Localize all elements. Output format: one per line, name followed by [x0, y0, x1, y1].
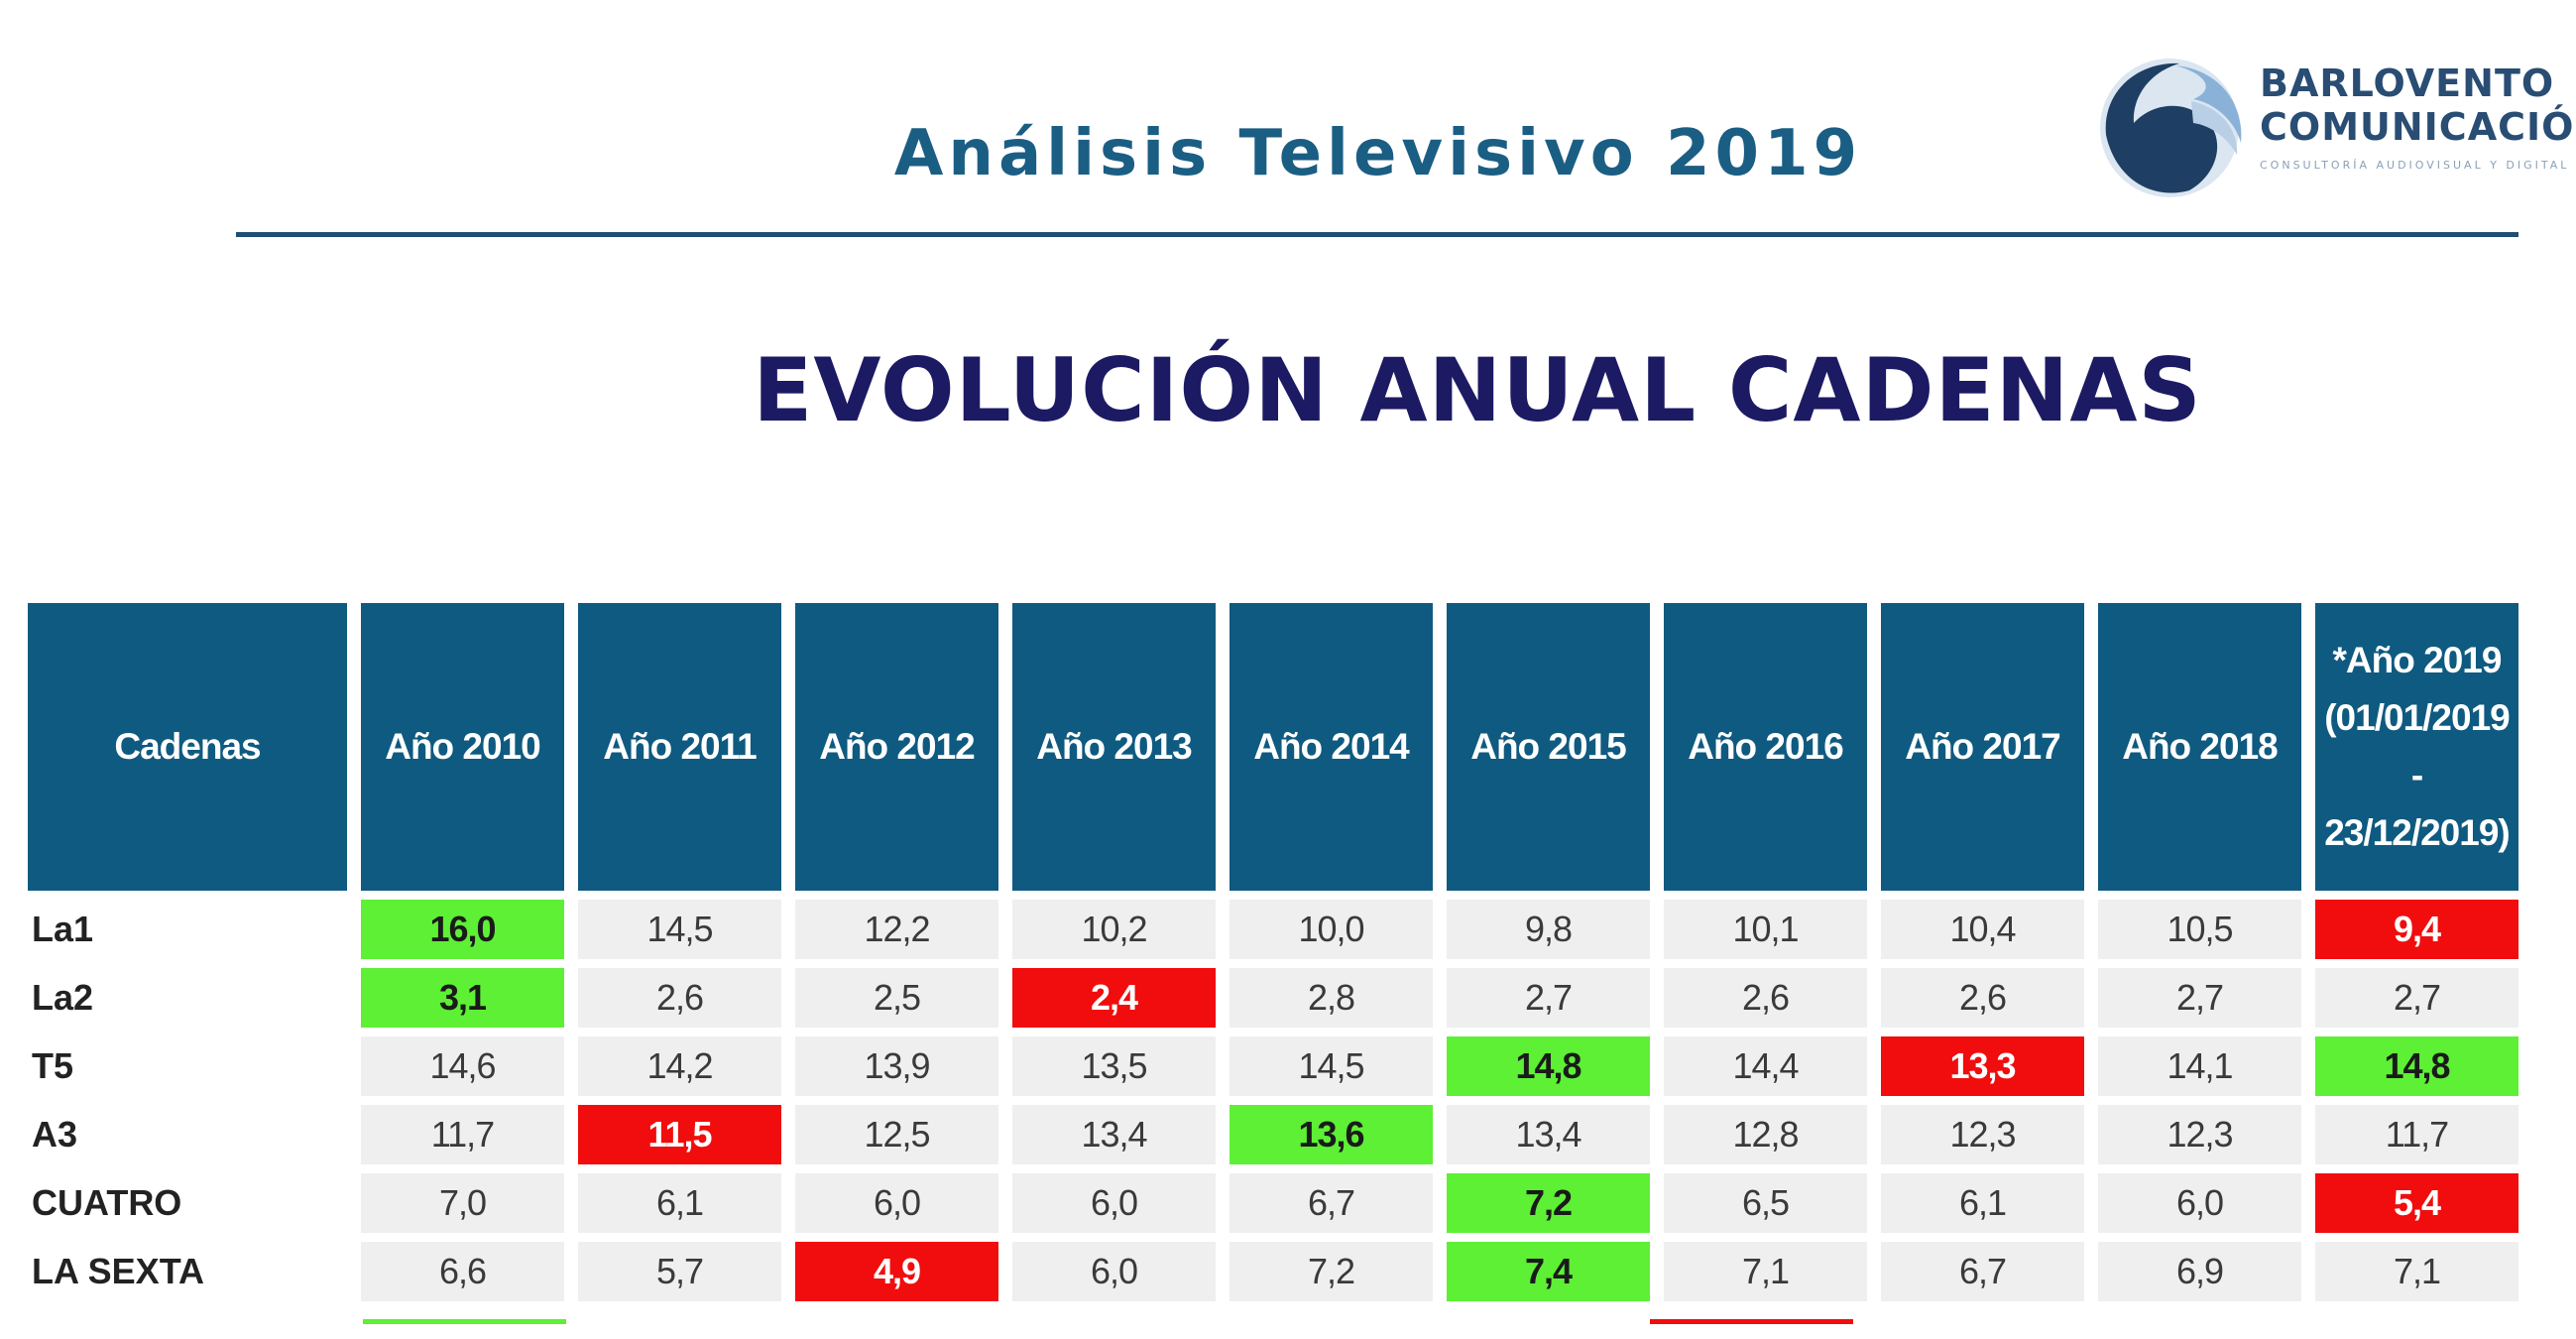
share-cell: 12,2 — [795, 900, 998, 959]
share-cell: 14,1 — [2098, 1036, 2301, 1096]
channel-name: CUATRO — [28, 1173, 347, 1233]
table-row: A3 11,7 11,5 12,5 13,4 13,6 13,4 12,8 12,3 12,3 11… — [28, 1105, 2518, 1164]
share-cell: 10,4 — [1881, 900, 2084, 959]
share-cell: 6,6 — [361, 1242, 564, 1301]
share-cell-max: 16,0 — [361, 900, 564, 959]
logo-tagline: CONSULTORÍA AUDIOVISUAL Y DIGITAL — [2260, 159, 2570, 172]
share-cell: 10,1 — [1664, 900, 1867, 959]
share-cell-min: 9,4 — [2315, 900, 2518, 959]
share-cell: 14,4 — [1664, 1036, 1867, 1096]
cutoff-red-mark — [1650, 1319, 1853, 1324]
channel-name: LA SEXTA — [28, 1242, 347, 1301]
share-cell: 6,7 — [1229, 1173, 1433, 1233]
share-cell: 6,7 — [1881, 1242, 2084, 1301]
share-cell: 7,0 — [361, 1173, 564, 1233]
share-cell: 2,8 — [1229, 968, 1433, 1028]
share-cell: 2,7 — [1447, 968, 1650, 1028]
table-row: La1 16,0 14,5 12,2 10,2 10,0 9,8 10,1 10,4 10,5 9,… — [28, 900, 2518, 959]
share-cell-max: 7,4 — [1447, 1242, 1650, 1301]
share-cell: 2,7 — [2315, 968, 2518, 1028]
table-header-row: Cadenas Año 2010 Año 2011 Año 2012 Año 2013 A… — [28, 603, 2518, 891]
channel-name: A3 — [28, 1105, 347, 1164]
share-cell: 6,0 — [795, 1173, 998, 1233]
column-header-cadenas: Cadenas — [28, 603, 347, 891]
share-cell: 12,5 — [795, 1105, 998, 1164]
share-cell: 2,7 — [2098, 968, 2301, 1028]
share-cell: 6,5 — [1664, 1173, 1867, 1233]
report-title: Análisis Televisivo 2019 — [893, 117, 1863, 190]
share-cell-max: 14,8 — [1447, 1036, 1650, 1096]
share-cell-min: 4,9 — [795, 1242, 998, 1301]
share-cell: 11,7 — [2315, 1105, 2518, 1164]
share-cell: 13,5 — [1012, 1036, 1216, 1096]
share-cell-min: 13,3 — [1881, 1036, 2084, 1096]
share-cell: 14,5 — [578, 900, 781, 959]
share-cell: 14,5 — [1229, 1036, 1433, 1096]
share-cell: 13,4 — [1012, 1105, 1216, 1164]
share-cell: 12,3 — [1881, 1105, 2084, 1164]
share-cell: 7,1 — [1664, 1242, 1867, 1301]
section-title: EVOLUCIÓN ANUAL CADENAS — [753, 339, 2202, 441]
share-cell: 10,5 — [2098, 900, 2301, 959]
column-header-year: Año 2013 — [1012, 603, 1216, 891]
logo-name-line2: COMUNICACIÓN — [2260, 105, 2576, 149]
company-logo: BARLOVENTO COMUNICACIÓN CONSULTORÍA AUDI… — [2094, 52, 2576, 210]
share-cell: 11,7 — [361, 1105, 564, 1164]
table-row: La2 3,1 2,6 2,5 2,4 2,8 2,7 2,6 2,6 2,7 2,7 — [28, 968, 2518, 1028]
column-header-year: Año 2017 — [1881, 603, 2084, 891]
share-cell: 6,1 — [1881, 1173, 2084, 1233]
cutoff-green-mark — [363, 1319, 566, 1324]
channel-name: T5 — [28, 1036, 347, 1096]
share-cell: 2,6 — [1881, 968, 2084, 1028]
barlovento-logo-icon — [2100, 59, 2242, 197]
share-cell: 6,9 — [2098, 1242, 2301, 1301]
share-cell: 14,2 — [578, 1036, 781, 1096]
share-cell-max: 13,6 — [1229, 1105, 1433, 1164]
share-cell: 10,0 — [1229, 900, 1433, 959]
column-header-year: Año 2014 — [1229, 603, 1433, 891]
share-cell: 14,6 — [361, 1036, 564, 1096]
column-header-year: Año 2011 — [578, 603, 781, 891]
column-header-year: Año 2016 — [1664, 603, 1867, 891]
share-cell: 6,0 — [1012, 1173, 1216, 1233]
column-header-year: Año 2010 — [361, 603, 564, 891]
share-cell: 6,1 — [578, 1173, 781, 1233]
share-cell-max: 14,8 — [2315, 1036, 2518, 1096]
table-body: La1 16,0 14,5 12,2 10,2 10,0 9,8 10,1 10,4 10,5 9,… — [28, 900, 2518, 1301]
table-row: CUATRO 7,0 6,1 6,0 6,0 6,7 7,2 6,5 6,1 6,0 5,4 — [28, 1173, 2518, 1233]
share-cell: 10,2 — [1012, 900, 1216, 959]
share-cell: 5,7 — [578, 1242, 781, 1301]
share-cell: 7,2 — [1229, 1242, 1433, 1301]
channel-name: La2 — [28, 968, 347, 1028]
share-cell: 6,0 — [2098, 1173, 2301, 1233]
share-cell-max: 7,2 — [1447, 1173, 1650, 1233]
logo-name-line1: BARLOVENTO — [2260, 61, 2555, 105]
share-cell-min: 2,4 — [1012, 968, 1216, 1028]
share-cell-min: 11,5 — [578, 1105, 781, 1164]
share-cell: 13,4 — [1447, 1105, 1650, 1164]
column-header-year: *Año 2019 (01/01/2019 - 23/12/2019) — [2315, 603, 2518, 891]
header-divider — [236, 232, 2518, 237]
share-cell-min: 5,4 — [2315, 1173, 2518, 1233]
share-cell: 12,3 — [2098, 1105, 2301, 1164]
share-cell: 9,8 — [1447, 900, 1650, 959]
table-row: T5 14,6 14,2 13,9 13,5 14,5 14,8 14,4 13,3 14,1 14… — [28, 1036, 2518, 1096]
channel-name: La1 — [28, 900, 347, 959]
column-header-year: Año 2012 — [795, 603, 998, 891]
share-cell: 2,6 — [1664, 968, 1867, 1028]
column-header-year: Año 2018 — [2098, 603, 2301, 891]
share-cell: 2,5 — [795, 968, 998, 1028]
table-row: LA SEXTA 6,6 5,7 4,9 6,0 7,2 7,4 7,1 6,7 6,9 7,1 — [28, 1242, 2518, 1301]
share-cell: 7,1 — [2315, 1242, 2518, 1301]
share-cell: 13,9 — [795, 1036, 998, 1096]
share-cell-max: 3,1 — [361, 968, 564, 1028]
channel-share-table: Cadenas Año 2010 Año 2011 Año 2012 Año 2013 A… — [14, 594, 2532, 1310]
share-cell: 12,8 — [1664, 1105, 1867, 1164]
share-cell: 2,6 — [578, 968, 781, 1028]
share-cell: 6,0 — [1012, 1242, 1216, 1301]
column-header-year: Año 2015 — [1447, 603, 1650, 891]
